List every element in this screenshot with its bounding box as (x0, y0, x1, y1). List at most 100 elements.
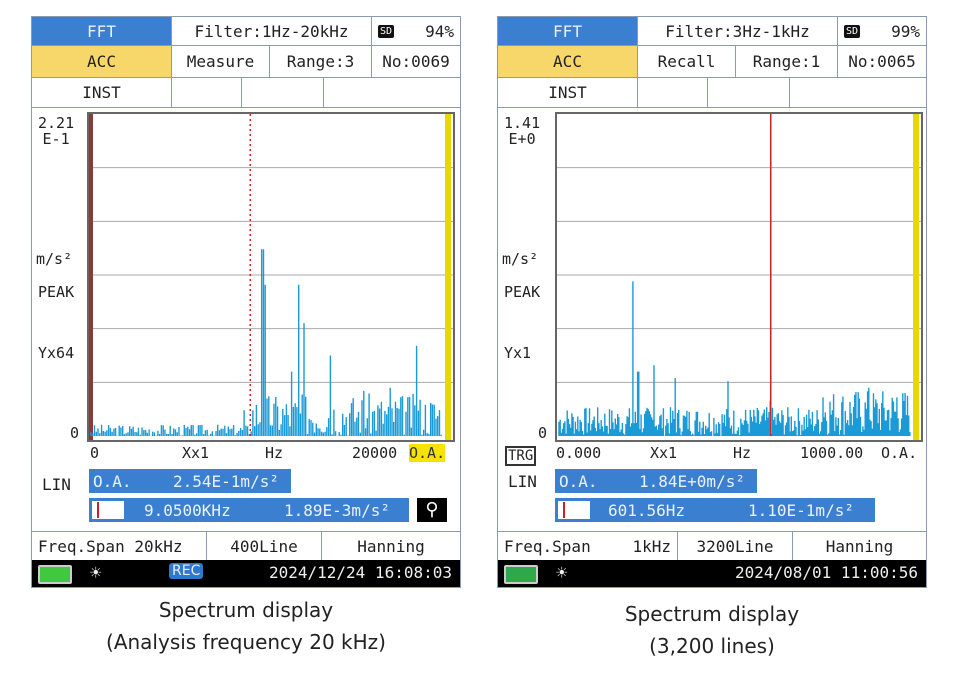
lin-label: LIN (508, 472, 537, 491)
status-bar: ☀ 2024/08/01 11:00:56 (498, 560, 926, 587)
freq-span-label: Freq.Span (504, 537, 591, 556)
spectrum-svg (557, 114, 921, 440)
oa-value: 1.84E+0m/s² (639, 471, 745, 491)
cursor-readout-bar: 601.56Hz 1.10E-1m/s² (555, 498, 875, 522)
caption-subtitle: (3,200 lines) (649, 634, 775, 658)
header-row-1: FFT Filter:3Hz-1kHz SD 99% (498, 17, 926, 46)
x-start: 0.000 (556, 444, 602, 462)
empty-cell (708, 78, 790, 107)
oa-label: O.A. (559, 471, 598, 491)
y-unit: m/s² (36, 250, 73, 268)
filter-label: Filter:3Hz-1kHz (638, 17, 838, 45)
overall-tag: O.A. (409, 444, 446, 462)
cursor-readout-bar: 9.0500KHz 1.89E-3m/s² (89, 498, 409, 522)
battery-icon (38, 565, 72, 584)
empty-cell (324, 78, 460, 107)
sd-status: SD 99% (838, 17, 926, 45)
settings-row: Freq.Span 1kHz 3200Line Hanning (498, 531, 926, 561)
x-unit: Hz (733, 444, 752, 462)
y-type: PEAK (38, 283, 75, 301)
overall-value-bar: O.A. 1.84E+0m/s² (555, 469, 757, 493)
state-label: Measure (172, 46, 270, 77)
inst-label: INST (32, 78, 172, 107)
empty-cell (242, 78, 324, 107)
x-end: 1000.00 (800, 444, 864, 462)
x-start: 0 (90, 444, 100, 462)
oa-label: O.A. (93, 471, 132, 491)
datetime: 2024/12/24 16:08:03 (268, 563, 452, 582)
x-end: 20000 (352, 444, 398, 462)
oa-value: 2.54E-1m/s² (173, 471, 279, 491)
caption: Spectrum display (3,200 lines) (497, 598, 927, 662)
cursor-frequency: 601.56Hz (608, 500, 686, 520)
overall-bar (913, 114, 919, 440)
settings-row: Freq.Span 20kHz 400Line Hanning (32, 531, 460, 561)
y-max-label: 2.21 E-1 (38, 114, 75, 148)
empty-cell (790, 78, 926, 107)
record-number: No:0069 (382, 52, 450, 71)
rec-badge: REC (169, 563, 204, 579)
record-number: No:0065 (848, 52, 916, 71)
cursor-marker-icon (558, 501, 590, 519)
window-function: Hanning (357, 537, 425, 556)
sd-percent: 99% (891, 21, 920, 41)
header-row-2: ACC Recall Range:1 No:0065 (498, 46, 926, 78)
header-row-3: INST (32, 78, 460, 108)
datetime: 2024/08/01 11:00:56 (734, 563, 918, 582)
y-type: PEAK (504, 283, 541, 301)
empty-cell (172, 78, 242, 107)
overall-tag: O.A. (881, 444, 918, 462)
caption: Spectrum display (Analysis frequency 20 k… (31, 594, 461, 658)
y-max-label: 1.41 E+0 (504, 114, 541, 148)
spectrum-trace (558, 281, 911, 436)
spectrum-svg (89, 114, 453, 440)
y-zoom: Yx1 (504, 344, 532, 362)
cursor-frequency: 9.0500KHz (144, 500, 231, 520)
sd-card-icon: SD (378, 24, 395, 38)
freq-span-value: 1kHz (632, 537, 671, 556)
quantity-label: ACC (32, 46, 172, 77)
freq-span: Freq.Span 1kHz (498, 532, 678, 561)
window-function: Hanning (825, 537, 894, 556)
filter-label: Filter:1Hz-20kHz (172, 17, 372, 45)
empty-cell (638, 78, 708, 107)
header-row-3: INST (498, 78, 926, 108)
spectrum-trace (90, 249, 442, 436)
cursor-value: 1.89E-3m/s² (284, 500, 390, 520)
analyzer-screen: FFT Filter:3Hz-1kHz SD 99% ACC Recall Ra… (497, 16, 927, 588)
magnifier-icon[interactable]: ⚲ (417, 498, 447, 522)
line-count: 3200Line (678, 532, 793, 561)
spectrum-plot[interactable] (555, 112, 923, 442)
state-label: Recall (638, 46, 736, 77)
caption-title: Spectrum display (624, 602, 800, 626)
overall-value-bar: O.A. 2.54E-1m/s² (89, 469, 291, 493)
cursor-value: 1.10E-1m/s² (748, 500, 854, 520)
x-zoom: Xx1 (650, 444, 678, 462)
x-unit: Hz (265, 444, 284, 462)
mode-label: FFT (498, 17, 638, 45)
spectrum-plot[interactable] (87, 112, 455, 442)
header-row-1: FFT Filter:1Hz-20kHz SD 94% (32, 17, 460, 46)
line-count: 400Line (207, 532, 322, 561)
cursor-marker-icon (92, 501, 124, 519)
quantity-label: ACC (498, 46, 638, 77)
x-zoom: Xx1 (182, 444, 210, 462)
lin-label: LIN (42, 475, 71, 494)
battery-icon (504, 565, 538, 584)
y-zero: 0 (538, 424, 548, 442)
inst-label: INST (498, 78, 638, 107)
sd-percent: 94% (425, 21, 454, 41)
header-row-2: ACC Measure Range:3 No:0069 (32, 46, 460, 78)
caption-title: Spectrum display (158, 598, 334, 622)
trigger-badge: TRG (505, 446, 537, 466)
status-bar: ☀ REC 2024/12/24 16:08:03 (32, 560, 460, 587)
freq-span: Freq.Span 20kHz (32, 532, 207, 561)
y-zoom: Yx64 (38, 344, 75, 362)
range-label: Range:1 (736, 46, 838, 77)
y-zero: 0 (70, 424, 80, 442)
brightness-icon: ☀ (556, 562, 568, 584)
freq-span-label: Freq.Span 20kHz (38, 537, 183, 556)
sd-status: SD 94% (372, 17, 460, 45)
caption-subtitle: (Analysis frequency 20 kHz) (106, 630, 386, 654)
y-unit: m/s² (502, 250, 539, 268)
